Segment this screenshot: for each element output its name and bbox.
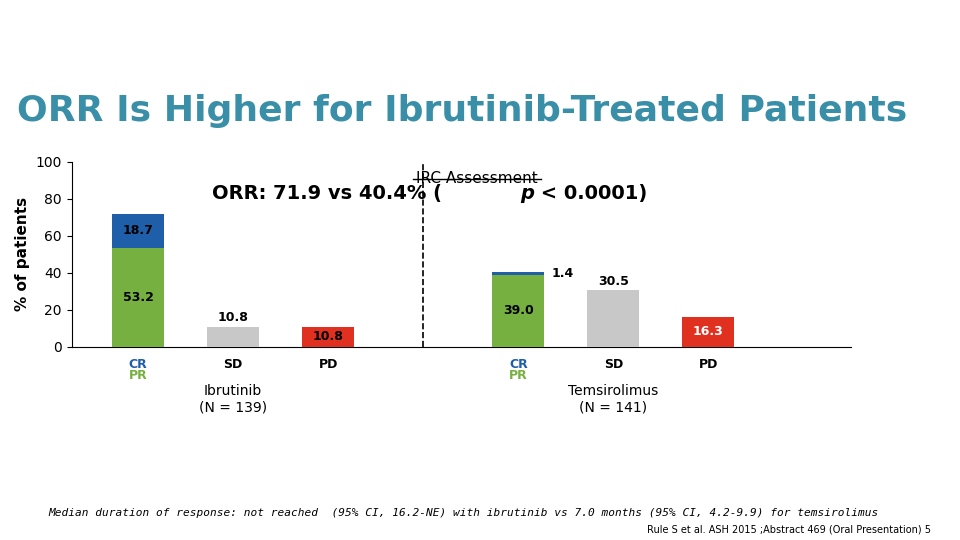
- Text: p: p: [520, 184, 535, 202]
- Text: 30.5: 30.5: [598, 274, 629, 288]
- Text: 53.2: 53.2: [123, 291, 154, 304]
- Text: SD: SD: [604, 358, 623, 371]
- Text: SD: SD: [224, 358, 243, 371]
- Text: CR: CR: [509, 358, 528, 371]
- Text: 1.4: 1.4: [552, 267, 574, 280]
- Bar: [112, 248, 164, 347]
- Text: 10.8: 10.8: [313, 330, 344, 343]
- Y-axis label: % of patients: % of patients: [15, 197, 30, 311]
- Bar: [492, 272, 544, 275]
- Text: Rule S et al. ASH 2015 ;Abstract 469 (Oral Presentation) 5: Rule S et al. ASH 2015 ;Abstract 469 (Or…: [647, 524, 931, 535]
- Text: Ibrutinib
(N = 139): Ibrutinib (N = 139): [199, 384, 267, 414]
- Text: PD: PD: [319, 358, 338, 371]
- Bar: [302, 327, 354, 347]
- Text: ORR Is Higher for Ibrutinib-Treated Patients: ORR Is Higher for Ibrutinib-Treated Pati…: [17, 94, 907, 129]
- Text: CR: CR: [129, 358, 148, 371]
- Text: Median duration of response: not reached  (95% CI, 16.2-NE) with ibrutinib vs 7.: Median duration of response: not reached…: [48, 508, 878, 518]
- Text: < 0.0001): < 0.0001): [535, 184, 648, 202]
- Text: PR: PR: [509, 369, 528, 382]
- Text: 16.3: 16.3: [693, 325, 724, 338]
- Text: 39.0: 39.0: [503, 304, 534, 317]
- Text: ORR: 71.9 vs 40.4% (: ORR: 71.9 vs 40.4% (: [212, 184, 442, 202]
- Text: 18.7: 18.7: [123, 225, 154, 238]
- Text: PR: PR: [129, 369, 148, 382]
- Text: IRC Assessment: IRC Assessment: [416, 171, 538, 186]
- Bar: [683, 316, 734, 347]
- Text: 10.8: 10.8: [218, 311, 249, 324]
- Bar: [492, 275, 544, 347]
- Bar: [112, 214, 164, 248]
- Text: Temsirolimus
(N = 141): Temsirolimus (N = 141): [568, 384, 659, 414]
- Text: PD: PD: [699, 358, 718, 371]
- Bar: [588, 291, 639, 347]
- Bar: [207, 327, 259, 347]
